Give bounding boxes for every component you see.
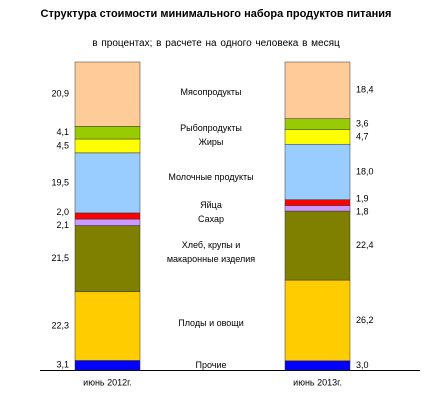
bar-segment bbox=[284, 129, 351, 145]
value-label: 4,5 bbox=[56, 140, 69, 150]
series-label: Рыбопродукты bbox=[180, 122, 242, 133]
bar-segment bbox=[284, 199, 351, 206]
bar-segment bbox=[74, 126, 141, 140]
series-label: Молочные продукты bbox=[168, 172, 254, 183]
bar-segment bbox=[284, 210, 351, 281]
bar-segment bbox=[74, 360, 141, 371]
value-label: 22,4 bbox=[356, 240, 374, 250]
bar-segment bbox=[74, 225, 141, 293]
series-label: Плоды и овощи bbox=[178, 318, 244, 329]
series-label: Жиры bbox=[198, 136, 224, 147]
series-label: Сахар bbox=[197, 214, 224, 225]
value-label: 18,0 bbox=[356, 166, 374, 176]
bar-segment bbox=[74, 291, 141, 361]
bar-segment bbox=[74, 138, 141, 154]
bar-segment bbox=[284, 118, 351, 131]
value-label: 26,2 bbox=[356, 315, 374, 325]
bar-segment bbox=[284, 279, 351, 362]
value-label: 1,8 bbox=[356, 206, 369, 216]
bar-segment bbox=[74, 61, 141, 127]
bar-segment bbox=[74, 218, 141, 226]
bar-segment bbox=[74, 152, 141, 214]
bar-segment bbox=[284, 143, 351, 200]
x-tick-label: июнь 2012г. bbox=[83, 377, 132, 387]
value-label: 20,9 bbox=[51, 89, 69, 99]
value-label: 3,6 bbox=[356, 118, 369, 128]
value-label: 3,0 bbox=[356, 360, 369, 370]
value-label: 2,0 bbox=[56, 207, 69, 217]
series-label: Яйца bbox=[200, 200, 222, 211]
value-label: 3,1 bbox=[56, 360, 69, 370]
value-label: 21,5 bbox=[51, 253, 69, 263]
value-label: 1,9 bbox=[356, 193, 369, 203]
value-label: 4,1 bbox=[56, 127, 69, 137]
bar-segment bbox=[284, 61, 351, 119]
chart-title: Структура стоимости минимального набора … bbox=[40, 8, 392, 20]
bar-segment bbox=[284, 360, 351, 371]
chart-subtitle: в процентах; в расчете на одного человек… bbox=[92, 38, 340, 49]
value-label: 4,7 bbox=[356, 131, 369, 141]
series-label: Мясопродукты bbox=[180, 87, 242, 98]
bar-segment bbox=[284, 205, 351, 212]
bar-segment bbox=[74, 212, 141, 220]
value-label: 2,1 bbox=[56, 220, 69, 230]
value-label: 18,4 bbox=[356, 85, 374, 95]
series-label: Хлеб, крупы и макаронные изделия bbox=[166, 240, 256, 265]
x-tick-label: июнь 2013г. bbox=[293, 377, 342, 387]
value-label: 19,5 bbox=[51, 177, 69, 187]
value-label: 22,3 bbox=[51, 320, 69, 330]
series-label: Прочие bbox=[195, 360, 227, 371]
